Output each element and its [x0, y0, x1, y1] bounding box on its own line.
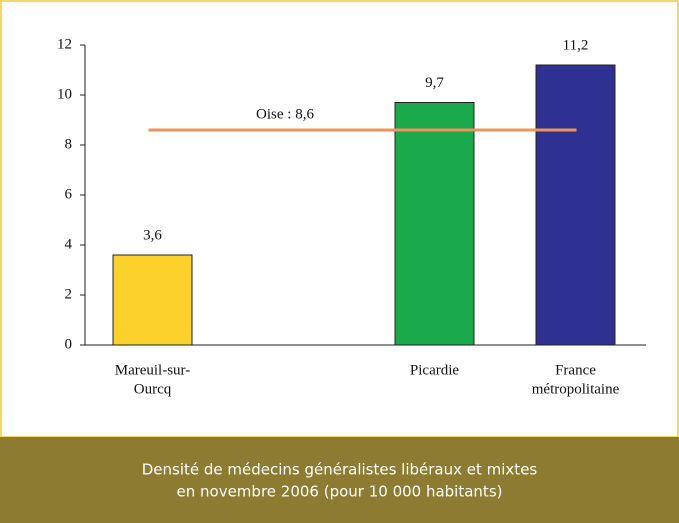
bar: [394, 102, 475, 346]
y-tick-label: 6: [65, 186, 73, 202]
y-tick-label: 2: [65, 286, 73, 302]
bar: [112, 254, 193, 346]
value-label: 3,6: [143, 227, 162, 243]
y-tick-label: 10: [57, 86, 72, 102]
x-tick-label: Mareuil-sur-: [115, 362, 191, 378]
value-label: 9,7: [425, 75, 444, 91]
bar: [535, 64, 616, 346]
x-tick-label: Ourcq: [134, 381, 172, 397]
y-tick-label: 0: [65, 336, 73, 352]
caption: Densité de médecins généralistes libérau…: [142, 461, 538, 479]
y-tick-label: 8: [65, 136, 73, 152]
value-label: 11,2: [563, 37, 589, 53]
caption: en novembre 2006 (pour 10 000 habitants): [177, 483, 503, 501]
x-tick-label: Picardie: [410, 362, 459, 378]
reference-label: Oise : 8,6: [256, 106, 314, 122]
x-tick-label: France: [555, 362, 596, 378]
caption-band: [0, 437, 679, 523]
y-tick-label: 12: [57, 36, 72, 52]
x-tick-label: métropolitaine: [532, 381, 620, 397]
y-tick-label: 4: [65, 236, 73, 252]
